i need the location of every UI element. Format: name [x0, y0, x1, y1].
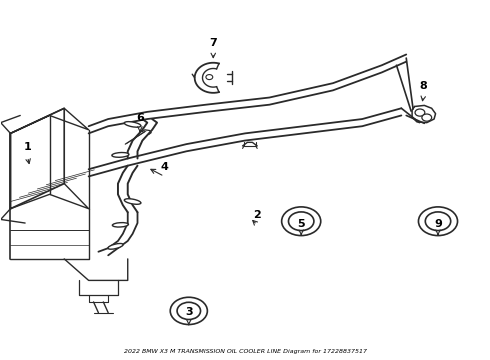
Text: 3: 3: [185, 307, 193, 317]
Ellipse shape: [124, 199, 141, 204]
Circle shape: [422, 114, 432, 121]
Circle shape: [425, 212, 451, 230]
Text: 5: 5: [297, 219, 305, 229]
Circle shape: [415, 109, 425, 116]
Ellipse shape: [108, 243, 123, 249]
Text: 4: 4: [160, 162, 169, 172]
Ellipse shape: [112, 222, 128, 227]
Ellipse shape: [124, 122, 141, 127]
Ellipse shape: [112, 153, 129, 157]
Circle shape: [177, 302, 200, 319]
Circle shape: [170, 297, 207, 324]
Circle shape: [206, 75, 213, 80]
Text: 1: 1: [24, 142, 31, 152]
Text: 2022 BMW X3 M TRANSMISSION OIL COOLER LINE Diagram for 17228837517: 2022 BMW X3 M TRANSMISSION OIL COOLER LI…: [123, 349, 367, 354]
Circle shape: [282, 207, 321, 235]
Text: 2: 2: [253, 210, 261, 220]
Text: 6: 6: [136, 113, 144, 123]
Text: 9: 9: [434, 219, 442, 229]
Circle shape: [418, 207, 458, 235]
Text: 8: 8: [419, 81, 427, 91]
Text: 7: 7: [209, 38, 217, 48]
Circle shape: [289, 212, 314, 230]
